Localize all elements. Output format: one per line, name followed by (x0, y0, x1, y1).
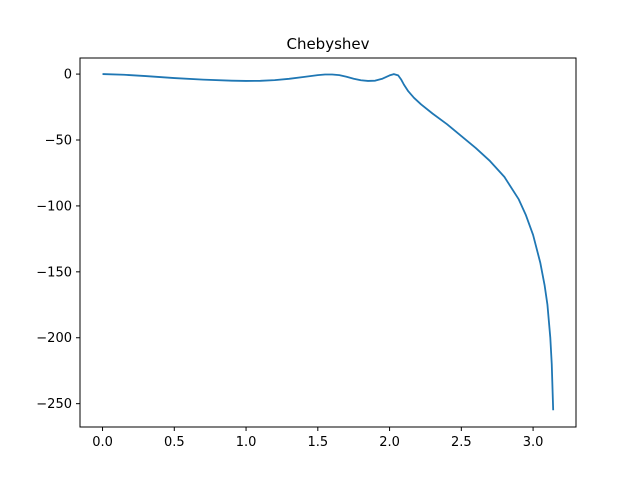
x-tick-label: 2.5 (451, 435, 472, 450)
y-tick-label: −150 (36, 265, 72, 280)
y-tick-label: 0 (64, 68, 72, 83)
y-tick-label: −200 (36, 331, 72, 346)
y-axis: 0 −50 −100 −150 −200 −250 (36, 68, 80, 412)
x-tick-label: 0.0 (92, 435, 113, 450)
x-tick-label: 0.5 (164, 435, 185, 450)
x-tick-label: 3.0 (523, 435, 544, 450)
y-tick-label: −50 (45, 134, 72, 149)
y-tick-label: −100 (36, 199, 72, 214)
x-axis: 0.0 0.5 1.0 1.5 2.0 2.5 3.0 (92, 427, 543, 450)
axes-frame (79, 57, 577, 428)
chart-title: Chebyshev (286, 35, 369, 53)
plot-area (102, 73, 555, 411)
y-tick-label: −250 (36, 397, 72, 412)
series-line-0 (102, 73, 555, 411)
x-tick-label: 2.0 (379, 435, 400, 450)
x-tick-label: 1.0 (236, 435, 257, 450)
x-tick-label: 1.5 (307, 435, 328, 450)
